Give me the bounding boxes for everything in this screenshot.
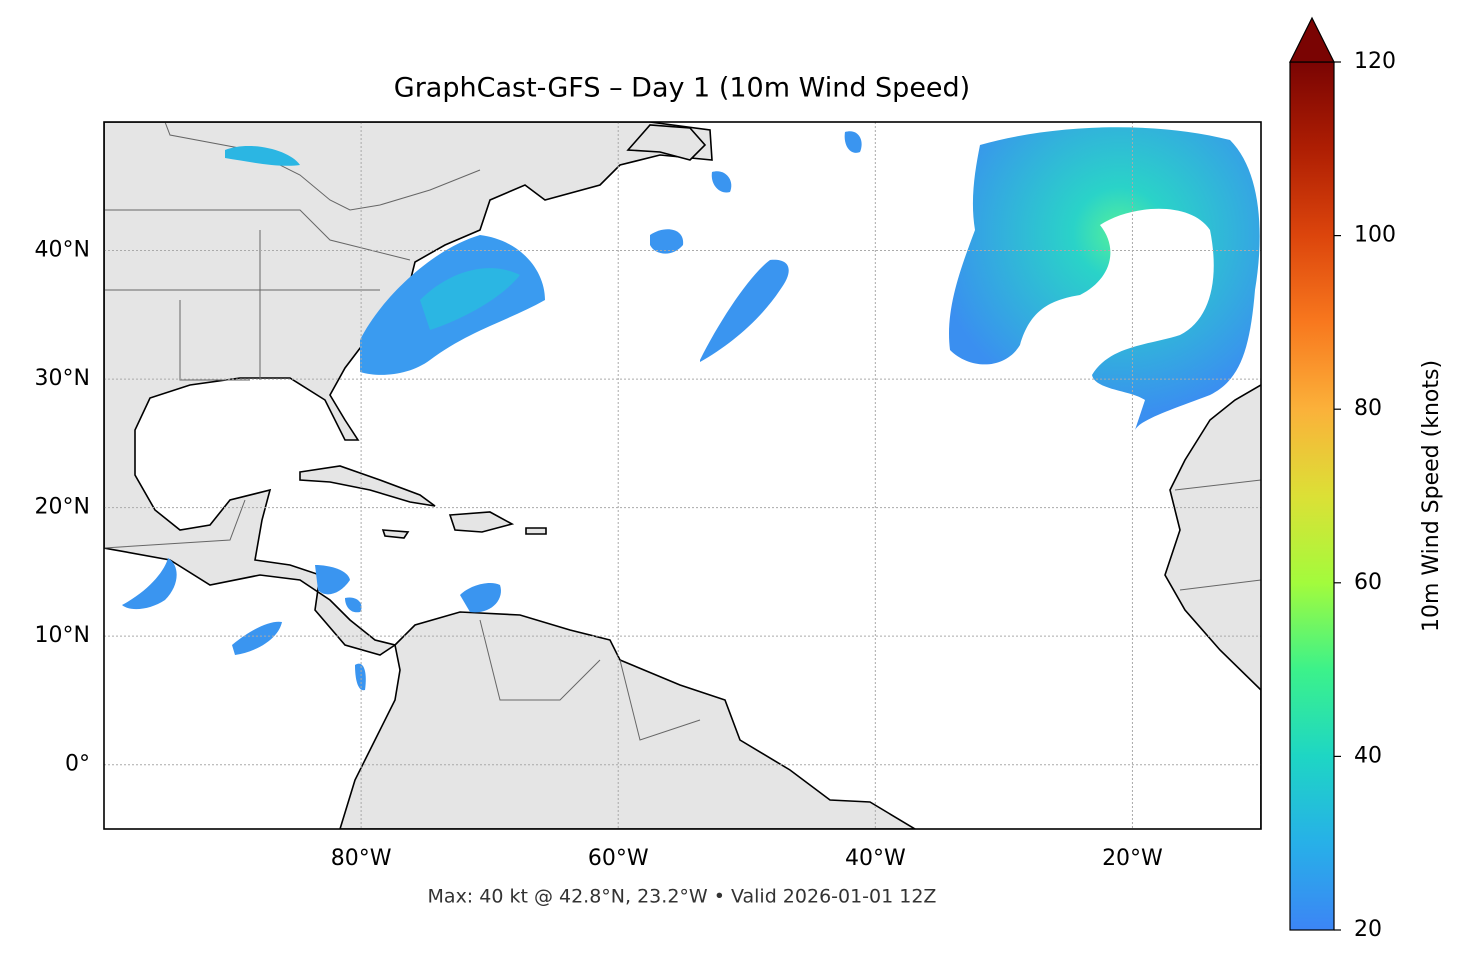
y-tick-label: 40°N [35,238,90,263]
gridlines [104,122,1261,829]
colorbar [1289,61,1335,931]
colorbar-axis: 20 40 60 80 100 120 [1334,49,1396,942]
wind-field [122,127,1260,691]
colorbar-tick-label: 40 [1354,743,1382,768]
y-tick-label: 30°N [35,366,90,391]
y-tick-label: 0° [65,752,90,777]
map-frame [103,121,1262,830]
borders [104,122,1261,741]
colorbar-tick-label: 120 [1354,49,1396,74]
puerto-rico [525,527,547,535]
south-america [339,611,917,829]
chart-title: GraphCast-GFS – Day 1 (10m Wind Speed) [394,73,970,104]
colorbar-extend [1289,16,1335,63]
colorbar-tick-label: 20 [1354,917,1382,942]
map-area [104,122,1261,829]
africa [1164,384,1261,829]
y-tick-label: 20°N [35,495,90,520]
x-tick-label: 80°W [331,846,392,871]
x-tick-label: 20°W [1102,846,1163,871]
x-tick-label: 40°W [845,846,906,871]
x-tick-label: 60°W [588,846,649,871]
colorbar-tick-label: 60 [1354,570,1382,595]
cuba [299,465,436,507]
north-america [104,122,713,656]
colorbar-label: 10m Wind Speed (knots) [1419,360,1444,632]
hispaniola [448,511,515,533]
colorbar-tick-label: 80 [1354,396,1382,421]
y-tick-label: 10°N [35,623,90,648]
newfoundland [626,124,707,161]
footnote: Max: 40 kt @ 42.8°N, 23.2°W • Valid 2026… [428,886,937,908]
jamaica [381,529,410,539]
axes: 80°W 60°W 40°W 20°W 0° 10°N 20°N 30°N 40°N [35,238,1164,871]
colorbar-tick-label: 100 [1354,223,1396,248]
